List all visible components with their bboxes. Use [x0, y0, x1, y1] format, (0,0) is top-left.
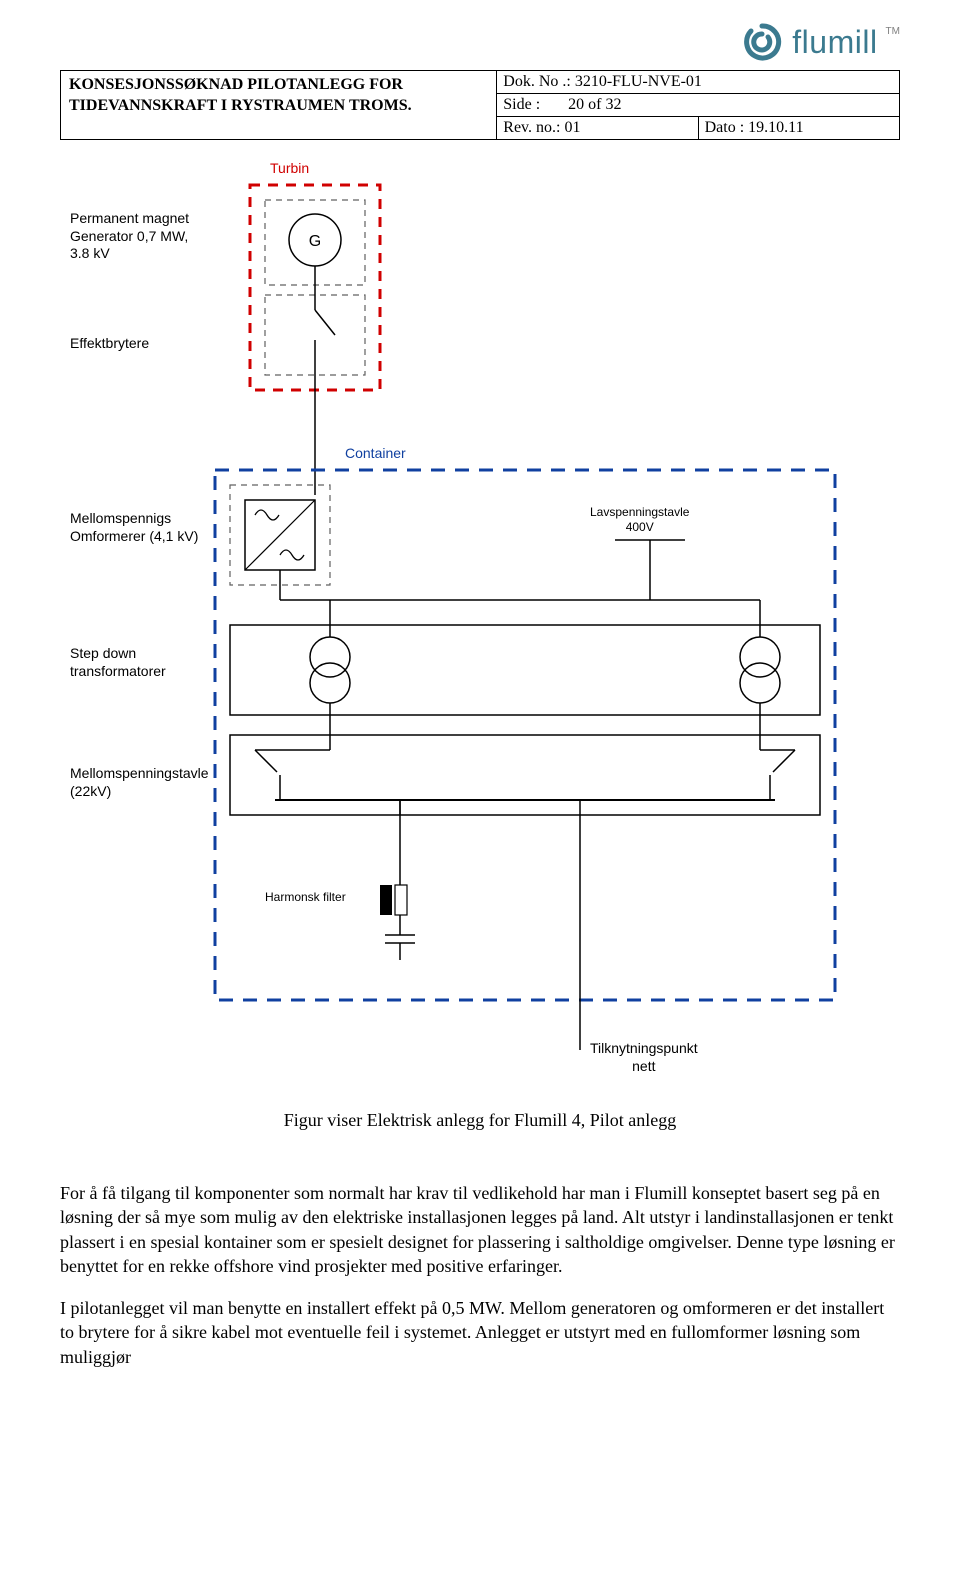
- rev-value: 01: [564, 119, 580, 136]
- page: flumill TM KONSESJONSSØKNAD PILOTANLEGG …: [0, 0, 960, 1427]
- paragraph-1: For å få tilgang til komponenter som nor…: [60, 1181, 900, 1278]
- t2-c1: [740, 637, 780, 677]
- trans-box: [230, 625, 820, 715]
- dok-cell: Dok. No .: 3210-FLU-NVE-01: [497, 71, 900, 94]
- title-line2: TIDEVANNSKRAFT I RYSTRAUMEN TROMS.: [69, 97, 412, 114]
- paragraph-2: I pilotanlegget vil man benytte en insta…: [60, 1296, 900, 1369]
- title-line1: KONSESJONSSØKNAD PILOTANLEGG FOR: [69, 76, 403, 93]
- bus-box: [230, 735, 820, 815]
- dok-value: 3210-FLU-NVE-01: [575, 73, 702, 90]
- side-label: Side :: [503, 96, 540, 113]
- schematic-svg: G: [60, 160, 900, 1090]
- logo-tm: TM: [886, 26, 900, 37]
- sw-tr1: [773, 750, 795, 772]
- conv-diag: [245, 500, 315, 570]
- side-value: 20 of 32: [568, 96, 621, 113]
- rev-label: Rev. no.:: [503, 119, 560, 136]
- t2-c2: [740, 663, 780, 703]
- rev-cell: Rev. no.: 01: [497, 117, 698, 140]
- diagram: Turbin Permanent magnet Generator 0,7 MW…: [60, 160, 900, 1090]
- title-cell: KONSESJONSSØKNAD PILOTANLEGG FOR TIDEVAN…: [61, 71, 497, 140]
- t1-c1: [310, 637, 350, 677]
- dato-value: 19.10.11: [748, 119, 803, 136]
- filter-rect2: [395, 885, 407, 915]
- dok-label: Dok. No .:: [503, 73, 571, 90]
- t1-c2: [310, 663, 350, 703]
- sw-tl1: [255, 750, 277, 772]
- dato-label: Dato :: [705, 119, 745, 136]
- swirl-icon: [740, 20, 784, 64]
- dato-cell: Dato : 19.10.11: [698, 117, 899, 140]
- logo-text: flumill: [792, 24, 877, 61]
- figure-caption: Figur viser Elektrisk anlegg for Flumill…: [60, 1110, 900, 1131]
- gen-g: G: [309, 233, 321, 250]
- header-table: KONSESJONSSØKNAD PILOTANLEGG FOR TIDEVAN…: [60, 70, 900, 140]
- header: flumill TM KONSESJONSSØKNAD PILOTANLEGG …: [60, 20, 900, 140]
- logo: flumill TM: [740, 20, 900, 64]
- filter-rect: [380, 885, 392, 915]
- brk-sw: [315, 310, 335, 335]
- conv-sine2: [280, 550, 304, 560]
- side-cell: Side : 20 of 32: [497, 94, 900, 117]
- conv-sine1: [255, 510, 279, 520]
